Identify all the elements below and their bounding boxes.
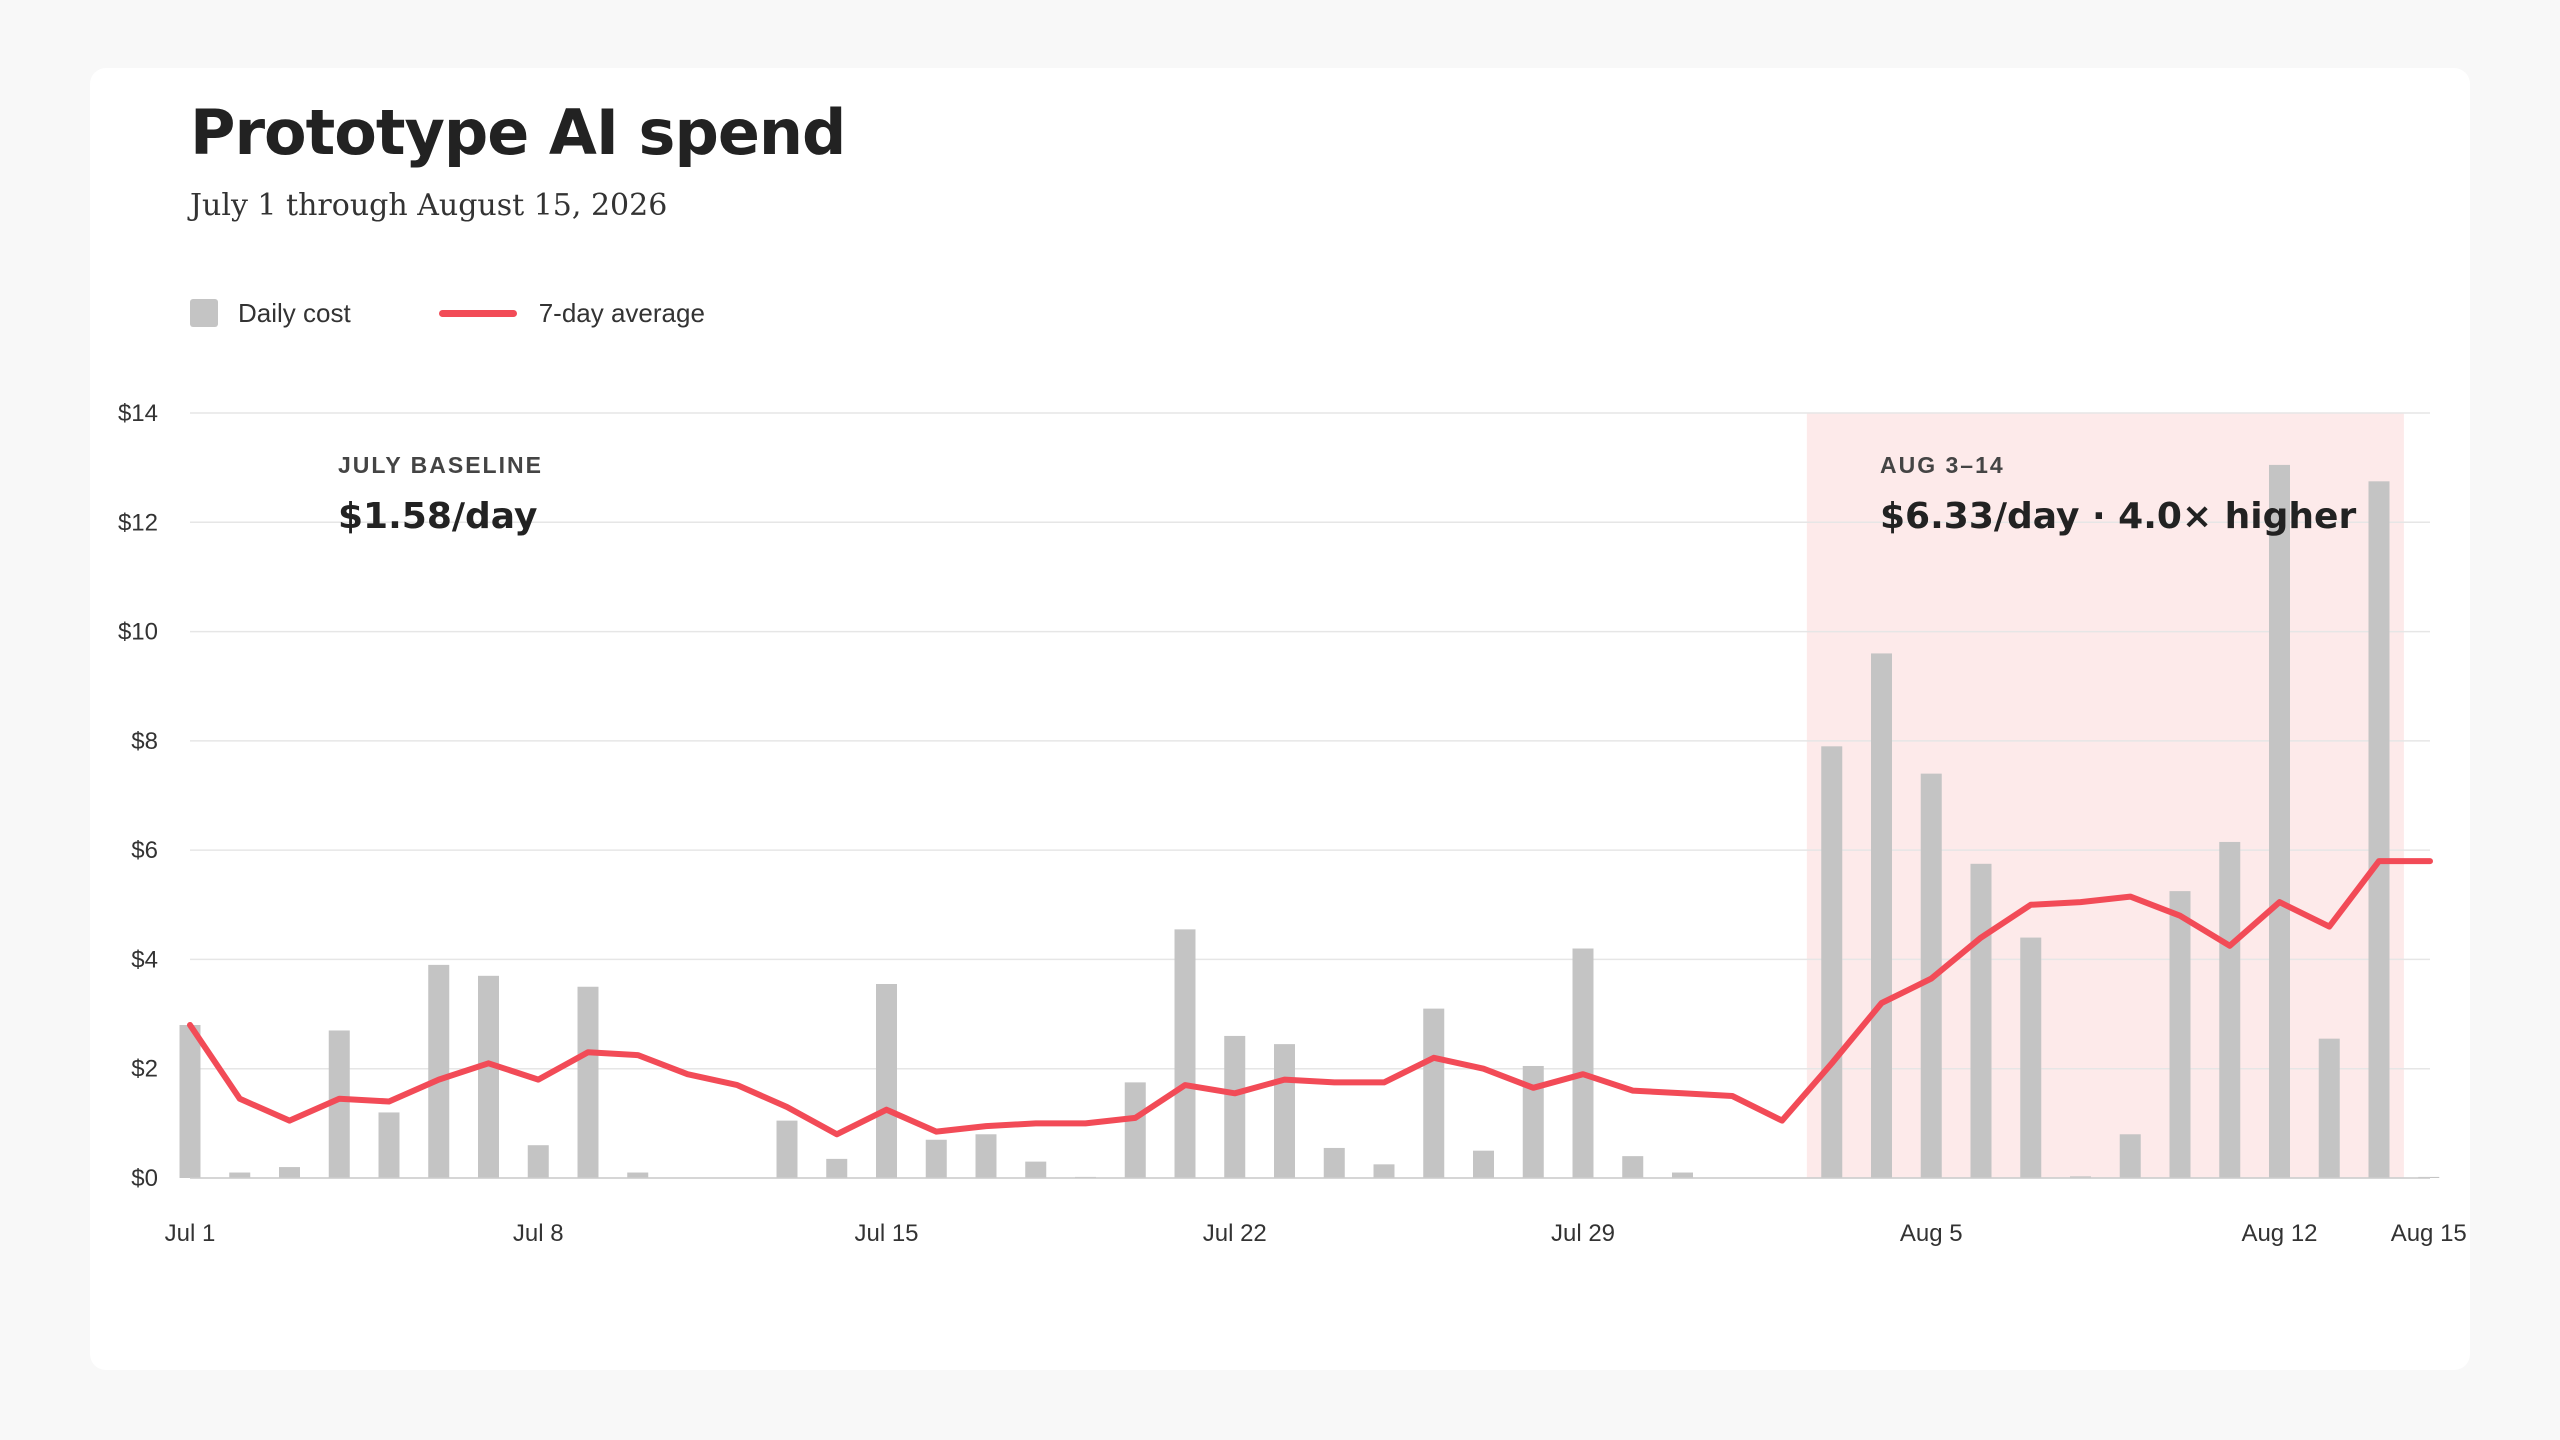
bar-day-24 — [1323, 1147, 1345, 1178]
bar-day-13 — [776, 1120, 798, 1178]
legend: Daily cost 7-day average — [190, 288, 793, 338]
bar-day-7 — [478, 975, 499, 1178]
y-tick-label: $4 — [131, 946, 158, 973]
bar-day-1 — [179, 1025, 201, 1178]
bar-day-9 — [577, 986, 599, 1178]
bar-day-3 — [279, 1167, 300, 1178]
bar-day-27 — [1473, 1150, 1494, 1178]
highlight-band — [1806, 413, 2404, 1178]
bar-day-44 — [2318, 1038, 2340, 1178]
annotation-value: $6.33/day · 4.0× higher — [1880, 496, 2356, 537]
bar-day-20 — [1124, 1082, 1146, 1178]
bar-day-39 — [2070, 1176, 2091, 1178]
x-tick-label: Aug 5 — [1900, 1220, 1963, 1247]
legend-item-7-day-average: 7-day average — [438, 297, 705, 329]
y-tick-label: $12 — [118, 509, 158, 536]
bar-day-28 — [1522, 1065, 1544, 1178]
chart-plot: $0 $2 $4 $6 $8 $10 $12 $14 Jul 1 Jul 8 Jul 15 Jul 2… — [118, 400, 2467, 1247]
bar-day-30 — [1622, 1156, 1644, 1178]
bar-day-18 — [1025, 1161, 1047, 1178]
y-tick-label: $14 — [118, 400, 158, 427]
legend-label-7-day-average: 7-day average — [538, 297, 705, 328]
average-line — [187, 858, 2433, 1138]
bar-day-34 — [1821, 746, 1843, 1178]
x-tick-label: Jul 22 — [1203, 1220, 1267, 1247]
bar-day-29 — [1572, 948, 1594, 1178]
y-tick-label: $0 — [131, 1165, 158, 1192]
chart-title: Prototype AI spend — [190, 96, 846, 169]
bar-day-10 — [627, 1172, 649, 1178]
y-tick-label: $10 — [118, 619, 158, 646]
bar-day-15 — [876, 984, 897, 1178]
y-tick-label: $2 — [131, 1056, 158, 1083]
bar-day-45 — [2368, 481, 2390, 1178]
bar-day-8 — [527, 1145, 549, 1178]
x-tick-label: Jul 8 — [513, 1220, 564, 1247]
bar-day-5 — [378, 1112, 400, 1178]
y-tick-label: $6 — [131, 837, 158, 864]
annotation-label: JULY BASELINE — [338, 452, 543, 478]
bar-day-41 — [2169, 891, 2191, 1178]
legend-label-daily-cost: Daily cost — [238, 297, 351, 328]
bar-day-42 — [2219, 841, 2241, 1178]
legend-item-daily-cost: Daily cost — [190, 298, 351, 329]
bar-day-38 — [2020, 937, 2042, 1178]
chart-card: Prototype AI spend July 1 through August… — [90, 68, 2470, 1370]
x-tick-label: Aug 15 — [2391, 1220, 2467, 1247]
bar-day-6 — [428, 964, 450, 1178]
x-tick-label: Aug 12 — [2241, 1220, 2317, 1247]
bar-day-2 — [229, 1172, 251, 1178]
bar-day-22 — [1224, 1035, 1246, 1178]
x-tick-label: Jul 1 — [165, 1220, 216, 1247]
chart-subtitle: July 1 through August 15, 2026 — [190, 188, 668, 223]
bar-day-26 — [1423, 1008, 1445, 1178]
legend-line-swatch — [438, 309, 517, 317]
bar-day-21 — [1174, 929, 1196, 1178]
bar-day-31 — [1672, 1172, 1693, 1178]
bar-day-23 — [1274, 1044, 1295, 1178]
x-tick-label: Jul 29 — [1551, 1220, 1615, 1247]
bar-day-43 — [2269, 464, 2290, 1178]
x-tick-label: Jul 15 — [854, 1220, 918, 1247]
annotation-value: $1.58/day — [338, 496, 537, 537]
bar-day-35 — [1871, 653, 1892, 1178]
bar-day-17 — [975, 1134, 997, 1178]
annotation-label: AUG 3–14 — [1880, 452, 2005, 478]
bar-day-25 — [1373, 1164, 1395, 1178]
bar-day-4 — [328, 1030, 350, 1178]
bar-day-37 — [1970, 863, 1992, 1178]
legend-bar-swatch — [190, 299, 218, 327]
bar-day-16 — [925, 1139, 947, 1178]
bar-day-40 — [2119, 1134, 2141, 1178]
y-tick-label: $8 — [131, 728, 158, 755]
bar-day-14 — [826, 1158, 848, 1178]
